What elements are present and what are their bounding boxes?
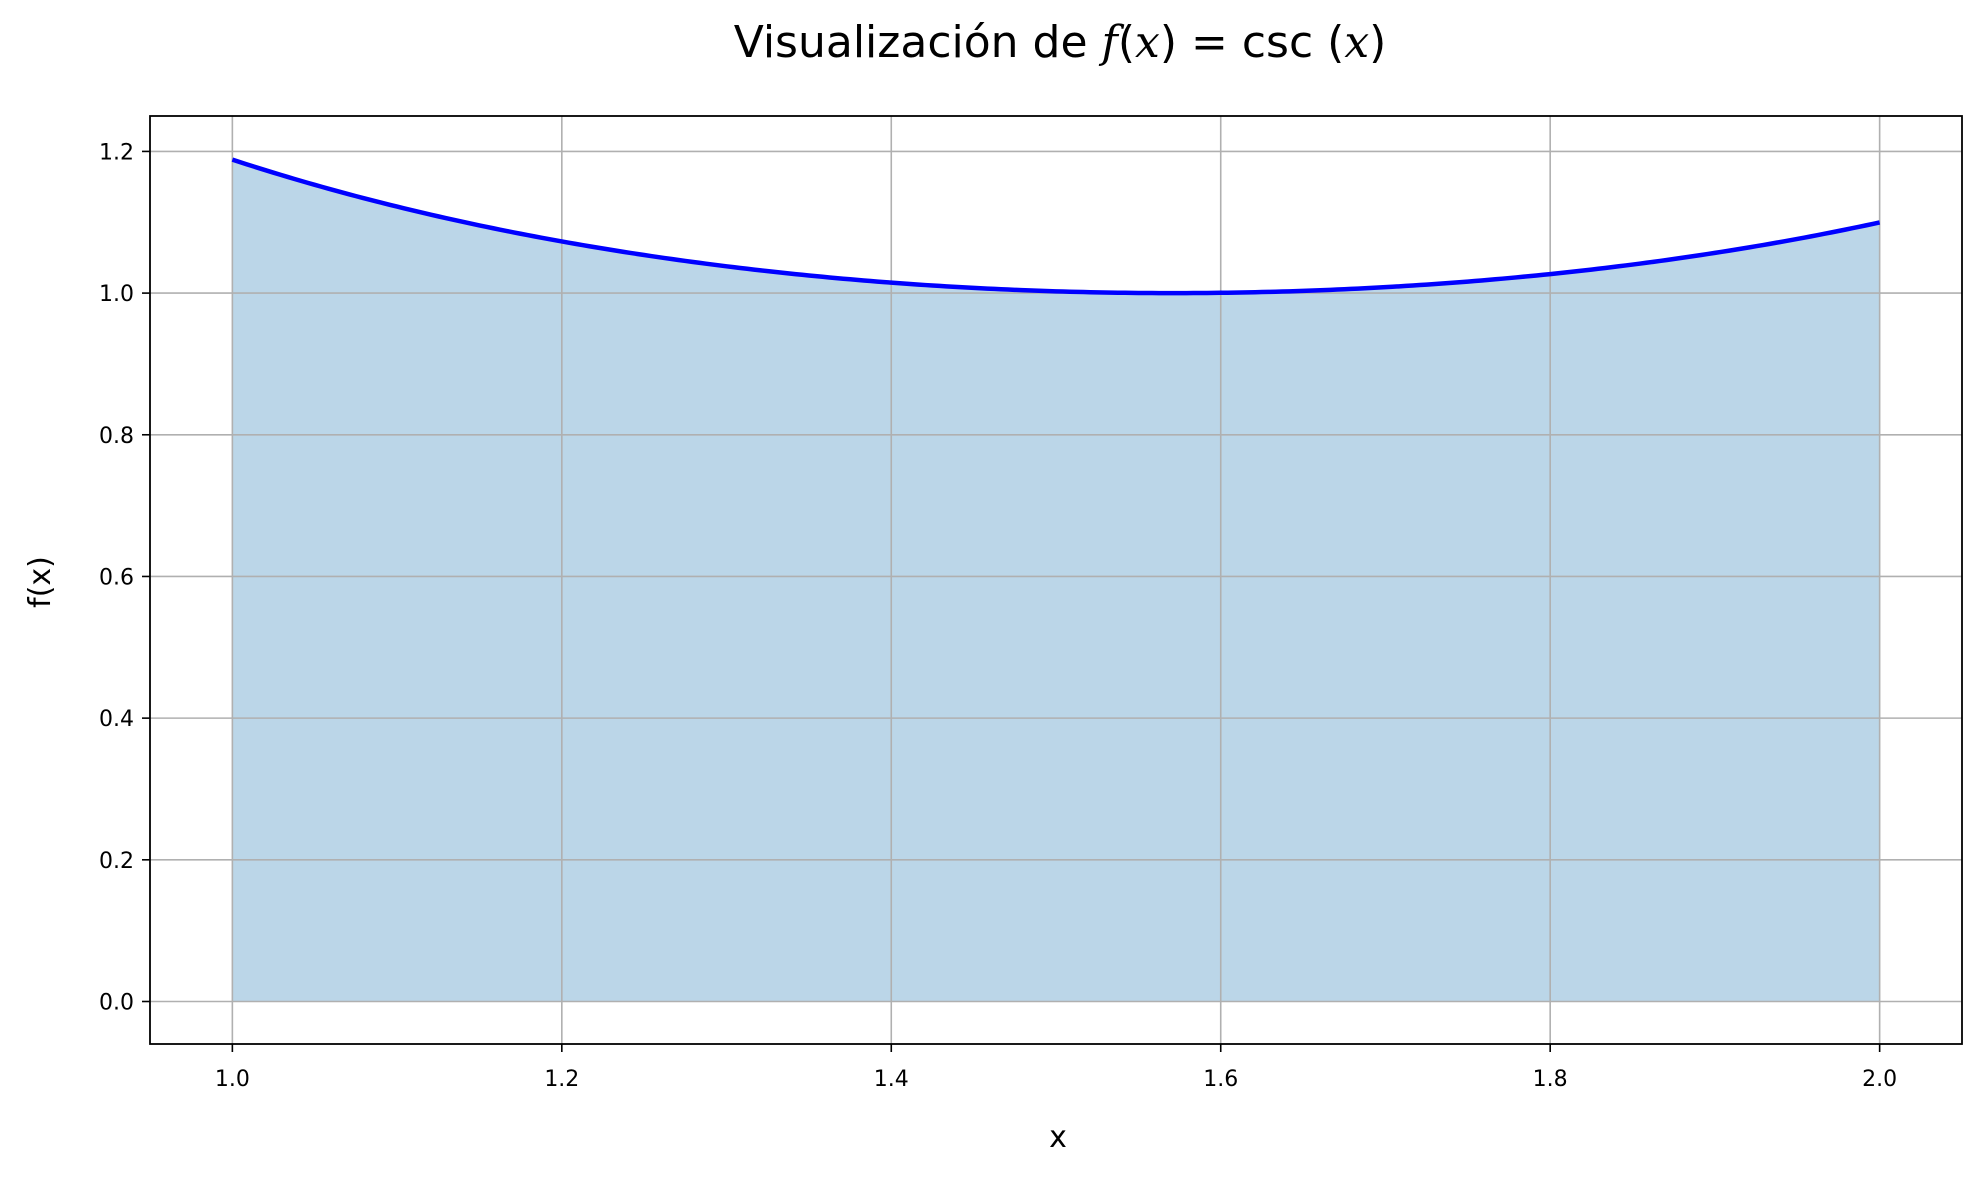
y-tick-label-4: 0.8 <box>99 424 134 449</box>
x-tick-label-3: 1.6 <box>1203 1067 1238 1092</box>
series-line-csc <box>231 157 1881 296</box>
y-axis-label: f(x) <box>23 556 58 608</box>
y-tick-label-2: 0.4 <box>99 707 134 732</box>
x-tick-label-1: 1.2 <box>544 1067 579 1092</box>
y-tick-label-5: 1.0 <box>99 282 134 307</box>
x-tick-label-4: 1.8 <box>1533 1067 1568 1092</box>
x-axis-label: x <box>1049 1120 1067 1155</box>
axes-frame <box>149 115 1963 1045</box>
y-tick-label-0: 0.0 <box>99 990 134 1015</box>
plot-area: 1.0 1.2 1.4 1.6 1.8 2.0 0.0 0.2 0.4 0.6 0.8 1.0 1.2 <box>99 115 1963 1092</box>
x-tick-label-2: 1.4 <box>874 1067 909 1092</box>
y-tick-label-1: 0.2 <box>99 849 134 874</box>
chart-title: Visualización de f(x) = csc (x) <box>734 17 1387 68</box>
area-fill <box>232 159 1880 1002</box>
x-tick-label-0: 1.0 <box>215 1067 250 1092</box>
y-tick-label-6: 1.2 <box>99 140 134 165</box>
x-tick-label-5: 2.0 <box>1862 1067 1897 1092</box>
y-tick-label-3: 0.6 <box>99 565 134 590</box>
